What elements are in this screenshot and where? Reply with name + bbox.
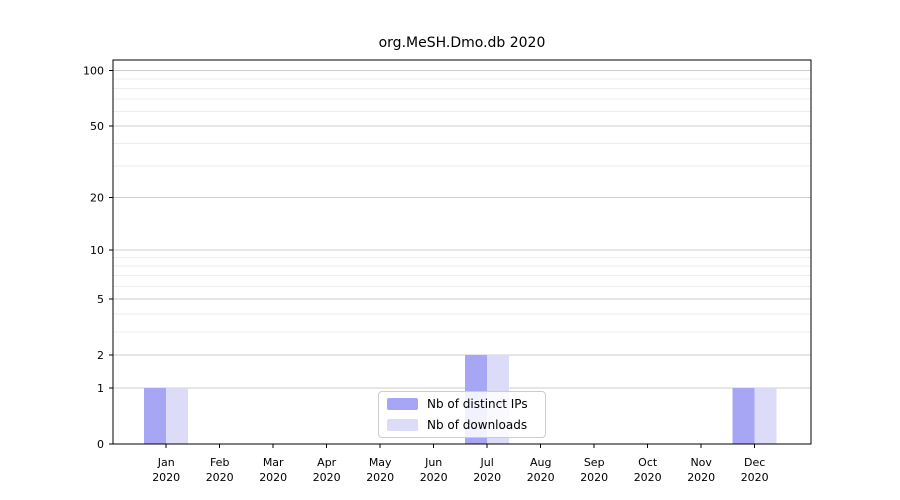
x-tick-label-year: 2020 [473,471,501,484]
bar-distinct-ips [732,387,755,444]
x-tick-label-year: 2020 [634,471,662,484]
legend-swatch-downloads [387,419,418,431]
x-tick-label-year: 2020 [366,471,394,484]
y-tick-label: 5 [97,293,104,306]
chart-title: org.MeSH.Dmo.db 2020 [378,35,546,51]
y-tick-label: 50 [90,120,104,133]
bar-distinct-ips [144,387,167,444]
x-tick-label-month: Mar [263,456,284,469]
x-tick-label-month: Nov [690,456,712,469]
x-tick-label-year: 2020 [741,471,769,484]
x-tick-label-month: Apr [317,456,337,469]
x-tick-label-month: May [369,456,392,469]
x-tick-label-year: 2020 [580,471,608,484]
x-tick-label-month: Oct [638,456,658,469]
x-tick-label-year: 2020 [527,471,555,484]
legend-item-downloads: Nb of downloads [387,419,537,431]
x-tick-label-month: Jul [480,456,494,469]
y-tick-label: 20 [90,192,104,205]
legend-label-distinct-ips: Nb of distinct IPs [427,397,528,411]
bar-downloads [166,387,189,444]
x-tick-label-month: Aug [530,456,551,469]
x-tick-label-year: 2020 [206,471,234,484]
y-tick-label: 100 [83,65,104,78]
x-tick-label-year: 2020 [259,471,287,484]
x-tick-label-month: Jan [157,456,175,469]
legend-label-downloads: Nb of downloads [427,418,528,432]
bar-downloads [754,387,777,444]
y-tick-label: 1 [97,382,104,395]
x-tick-label-month: Sep [584,456,605,469]
x-tick-label-month: Feb [210,456,229,469]
legend-item-distinct-ips: Nb of distinct IPs [387,398,537,410]
y-tick-label: 0 [97,438,104,451]
legend: Nb of distinct IPs Nb of downloads [378,391,546,438]
legend-swatch-distinct-ips [387,398,418,410]
x-tick-label-year: 2020 [687,471,715,484]
y-tick-label: 2 [97,349,104,362]
x-tick-label-year: 2020 [152,471,180,484]
x-tick-label-month: Jun [424,456,442,469]
y-tick-label: 10 [90,244,104,257]
x-tick-label-year: 2020 [420,471,448,484]
x-tick-label-year: 2020 [313,471,341,484]
plot-border [112,59,812,445]
x-tick-label-month: Dec [744,456,765,469]
